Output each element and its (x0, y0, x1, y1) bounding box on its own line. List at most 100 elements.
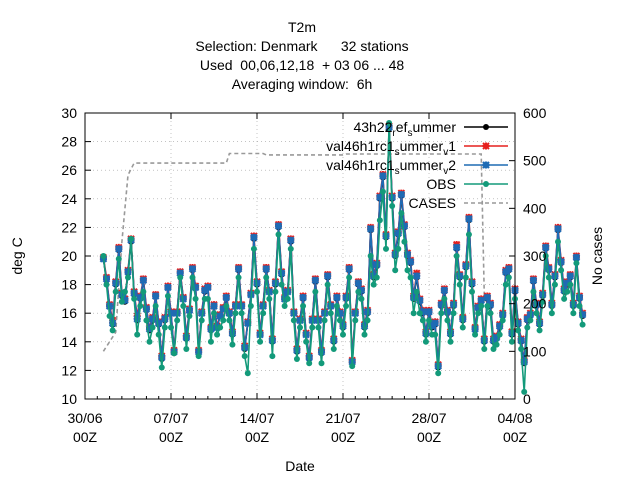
data-point (566, 272, 575, 280)
data-point (416, 310, 423, 317)
data-point (545, 274, 552, 281)
data-point (495, 322, 504, 330)
data-point (403, 250, 412, 259)
data-point (370, 281, 377, 288)
data-point (140, 288, 147, 295)
data-point (349, 363, 356, 370)
data-point (398, 210, 405, 217)
data-point (296, 316, 304, 325)
chart-title: T2m Selection: Denmark 32 stations Used … (195, 19, 408, 92)
data-point (317, 348, 326, 356)
data-point (244, 370, 251, 377)
data-point (532, 300, 541, 309)
y2-tick-label: 600 (523, 105, 547, 121)
data-point (438, 310, 445, 317)
data-point (315, 324, 322, 331)
data-point (136, 293, 145, 302)
data-point (146, 338, 153, 345)
data-point (275, 231, 282, 238)
data-point (128, 235, 135, 242)
legend: 43h22refsummerval46h1rc1summerv1val46h1r… (326, 119, 508, 211)
data-point (564, 288, 571, 295)
data-point (290, 317, 297, 324)
x-tick-label: 04/08 (497, 410, 532, 426)
data-point (551, 281, 558, 288)
data-point (223, 303, 230, 310)
data-point (527, 317, 534, 324)
x-tick-label: 21/07 (325, 410, 360, 426)
data-point (400, 222, 409, 230)
data-point (357, 286, 366, 295)
data-point (392, 267, 399, 274)
data-point (247, 303, 254, 310)
data-point (287, 245, 294, 252)
data-point (541, 243, 550, 252)
data-point (311, 276, 320, 285)
data-point (293, 355, 300, 362)
data-point (225, 309, 234, 317)
data-point (490, 345, 497, 352)
y2-tick-label: 100 (523, 343, 547, 359)
data-point (572, 253, 581, 262)
data-point (309, 324, 316, 331)
data-point (496, 331, 503, 338)
data-point (333, 303, 340, 310)
data-point (211, 310, 217, 317)
data-point (447, 338, 454, 345)
data-point (281, 303, 288, 310)
data-point (435, 370, 442, 377)
data-point (354, 279, 363, 287)
data-point (278, 281, 285, 288)
data-point (118, 298, 125, 305)
data-point (561, 295, 568, 302)
data-point (419, 317, 426, 324)
data-point (474, 303, 482, 312)
cases-line (102, 152, 486, 352)
data-point (152, 303, 159, 310)
data-point (149, 324, 156, 331)
data-point (407, 274, 414, 281)
data-point (373, 274, 380, 281)
data-point (383, 245, 389, 252)
data-point (530, 288, 537, 295)
data-point (358, 295, 365, 302)
y-tick-label: 28 (61, 134, 77, 150)
data-point (336, 309, 344, 317)
y-tick-label: 24 (61, 191, 77, 207)
data-point (555, 238, 561, 245)
data-point (176, 269, 184, 277)
data-point (570, 310, 577, 317)
data-point (262, 265, 270, 273)
data-point (508, 338, 515, 345)
data-point (413, 288, 420, 295)
data-point (183, 345, 190, 352)
y2-tick-label: 200 (523, 296, 547, 312)
y-tick-label: 14 (61, 334, 77, 350)
data-point (254, 288, 260, 295)
data-point (174, 317, 181, 324)
data-point (112, 288, 119, 295)
data-point (505, 274, 512, 281)
data-point (394, 229, 403, 237)
data-point (431, 319, 439, 327)
data-point (287, 236, 295, 245)
y-tick-label: 30 (61, 105, 77, 121)
data-point (422, 329, 430, 337)
data-point (345, 265, 353, 273)
data-point (475, 310, 482, 317)
data-point (177, 274, 184, 281)
legend-label: 43h22refsummer (353, 119, 456, 139)
data-point (486, 300, 495, 309)
data-point (263, 274, 270, 281)
y-tick-label: 10 (61, 391, 77, 407)
data-point (404, 267, 411, 274)
cases-series (102, 152, 486, 352)
data-point (440, 286, 449, 295)
data-point (406, 257, 415, 266)
data-point (425, 307, 433, 316)
data-point (465, 215, 473, 223)
data-point (280, 295, 289, 303)
data-point (462, 274, 469, 281)
data-point (389, 202, 396, 209)
data-point (234, 265, 243, 273)
